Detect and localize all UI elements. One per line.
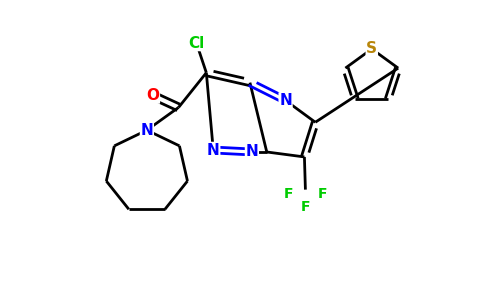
Text: F: F xyxy=(284,187,293,201)
Text: S: S xyxy=(366,41,378,56)
Text: N: N xyxy=(207,142,220,158)
Text: N: N xyxy=(140,123,153,138)
Text: N: N xyxy=(279,93,292,108)
Text: O: O xyxy=(146,88,159,103)
Text: F: F xyxy=(301,200,310,214)
Text: Cl: Cl xyxy=(188,35,205,50)
Text: N: N xyxy=(245,145,258,160)
Text: F: F xyxy=(318,187,327,201)
